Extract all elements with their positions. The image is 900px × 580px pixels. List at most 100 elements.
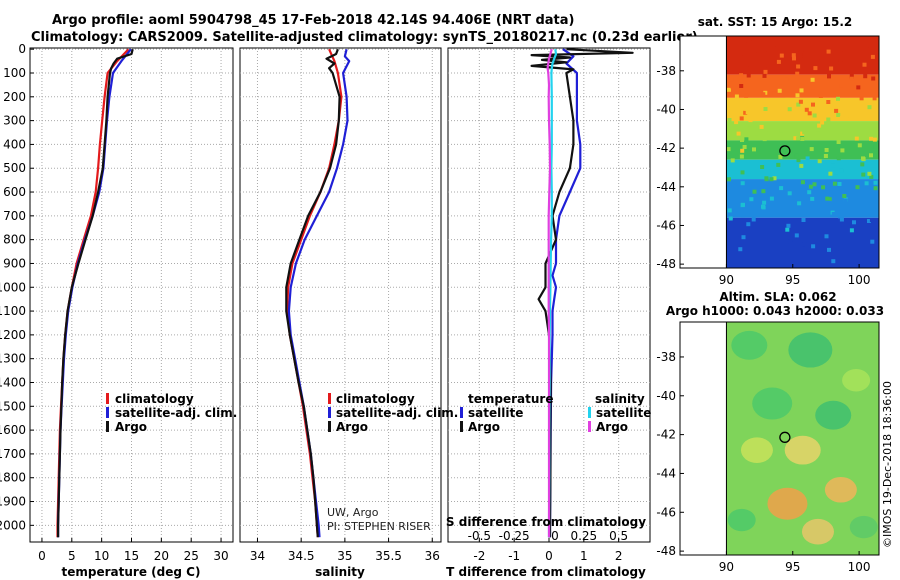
sst-pixel — [861, 157, 866, 162]
sst-pixel — [769, 177, 774, 182]
sla-anomaly-blob — [767, 487, 808, 520]
temperature-legend: climatology satellite-adj. clim. Argo — [106, 392, 237, 434]
sst-pixel — [761, 92, 766, 97]
sst-pixel — [749, 197, 754, 202]
sst-pixel — [872, 96, 877, 101]
map-lon-label: 95 — [785, 273, 800, 287]
sst-map-border — [725, 35, 880, 269]
depth-tick-label: 1700 — [0, 447, 26, 461]
sst-pixel — [867, 36, 872, 41]
sst-pixel — [816, 127, 820, 132]
legend-label-t-satellite: satellite — [468, 406, 523, 420]
series-s-argo — [546, 48, 553, 538]
sst-pixel — [839, 83, 844, 88]
sst-pixel — [831, 163, 835, 168]
sst-pixel — [752, 52, 757, 57]
sst-pixel — [860, 59, 865, 64]
x-tick-label: 10 — [94, 549, 109, 563]
temperature-axis-label: temperature (deg C) — [62, 565, 201, 579]
sst-pixel — [741, 213, 746, 218]
map-lat-label: -44 — [656, 466, 676, 480]
map-lon-label: 90 — [719, 273, 734, 287]
sst-pixel — [836, 156, 841, 161]
sst-pixel — [826, 100, 831, 104]
sst-pixel — [838, 57, 843, 62]
sst-pixel — [820, 120, 825, 125]
legend-title-temperature: temperature — [468, 392, 553, 406]
sst-pixel — [858, 252, 863, 257]
sla-anomaly-blob — [740, 437, 773, 463]
sst-pixel — [839, 116, 844, 120]
sst-pixel — [819, 55, 824, 60]
sst-pixel — [730, 84, 735, 89]
x-tick-label: 34.5 — [288, 549, 315, 563]
sst-pixel — [748, 118, 753, 123]
sst-pixel — [817, 123, 822, 128]
x-tick-label: 35 — [337, 549, 352, 563]
sst-pixel — [825, 196, 830, 201]
sla-map-title: Altim. SLA: 0.062 — [719, 290, 836, 304]
sst-pixel — [862, 62, 867, 67]
x-tick-label: 36 — [425, 549, 440, 563]
sst-pixel — [739, 154, 744, 159]
x-tick-label: 30 — [213, 549, 228, 563]
sst-pixel — [861, 193, 865, 198]
map-lat-label: -44 — [656, 180, 676, 194]
sst-pixel — [777, 88, 782, 93]
sst-pixel — [811, 85, 815, 90]
sst-pixel — [827, 247, 831, 252]
sst-pixel — [791, 122, 796, 126]
sst-pixel — [747, 122, 752, 127]
depth-tick-label: 1400 — [0, 375, 26, 389]
sst-pixel — [769, 196, 774, 201]
sst-pixel — [809, 147, 814, 152]
sst-pixel — [763, 127, 768, 132]
map-lon-label: 95 — [785, 560, 800, 574]
sst-pixel — [785, 235, 790, 240]
legend-swatch-climatology — [328, 393, 331, 404]
s-difference-axis-label: S difference from climatology — [446, 515, 646, 529]
sst-pixel — [869, 174, 874, 179]
sla-map-subtitle: Argo h1000: 0.043 h2000: 0.033 — [666, 304, 884, 318]
sst-pixel — [776, 162, 781, 167]
sst-pixel — [840, 148, 845, 153]
legend-swatch-satellite — [328, 407, 331, 418]
sst-pixel — [827, 197, 832, 202]
sst-pixel — [775, 42, 780, 47]
sst-pixel — [729, 77, 734, 82]
legend-swatch-climatology — [106, 393, 109, 404]
sst-pixel — [871, 76, 876, 81]
sst-pixel — [760, 165, 765, 169]
sst-pixel — [858, 114, 863, 119]
sst-pixel — [857, 143, 862, 148]
x-tick-label: 1 — [580, 549, 588, 563]
sst-pixel — [873, 186, 878, 191]
sst-pixel — [771, 42, 776, 47]
sst-pixel — [800, 180, 805, 185]
sst-pixel — [831, 212, 836, 216]
sst-pixel — [762, 200, 767, 205]
series-t-argo — [530, 48, 634, 538]
x-tick-label: 2 — [615, 549, 623, 563]
sst-pixel — [859, 96, 864, 101]
legend-swatch-t-argo — [460, 421, 463, 432]
sla-anomaly-blob — [849, 515, 878, 539]
sst-pixel — [785, 97, 790, 102]
depth-tick-label: 500 — [3, 161, 26, 175]
legend-title-salinity: salinity — [595, 392, 645, 406]
sst-pixel — [843, 262, 848, 266]
sst-map-title: sat. SST: 15 Argo: 15.2 — [698, 15, 852, 29]
series-satellite-adj-clim- — [287, 48, 351, 538]
sst-pixel — [736, 131, 741, 136]
legend-label-s-satellite: satellite — [596, 406, 651, 420]
sla-map-border — [725, 321, 880, 556]
sst-pixel — [870, 54, 875, 59]
sst-pixel — [838, 214, 842, 219]
sst-pixel — [785, 227, 790, 232]
sst-pixel — [831, 259, 836, 264]
sst-pixel — [751, 98, 756, 103]
sst-pixel — [787, 191, 792, 196]
s-diff-tick-label: 0.25 — [570, 529, 597, 543]
sst-pixel — [788, 123, 792, 128]
sst-pixel — [843, 244, 848, 249]
